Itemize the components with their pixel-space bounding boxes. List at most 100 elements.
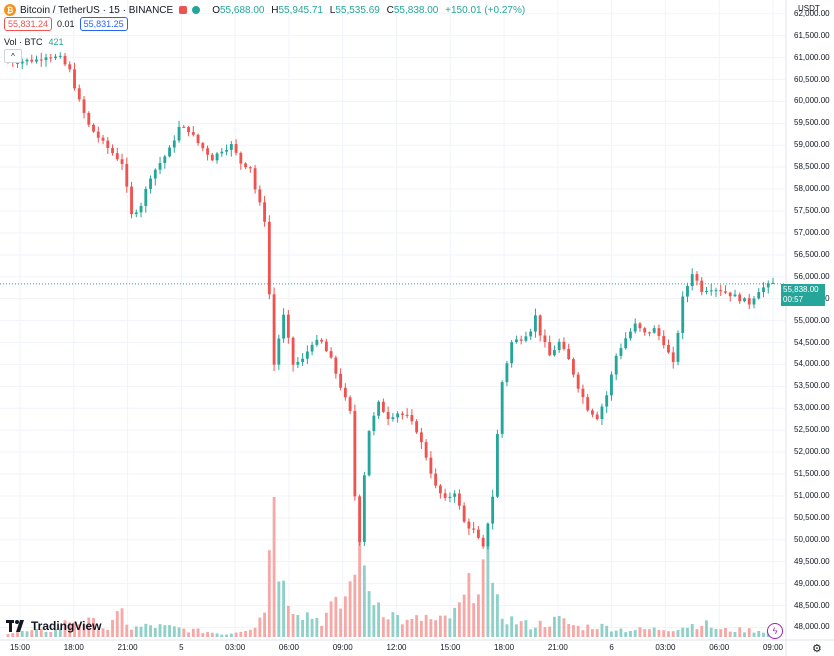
candle-body[interactable] xyxy=(49,57,53,59)
candle-body[interactable] xyxy=(272,294,276,365)
candle-body[interactable] xyxy=(101,137,105,141)
candle-body[interactable] xyxy=(481,537,485,547)
candle-body[interactable] xyxy=(282,314,286,339)
candle-body[interactable] xyxy=(106,140,110,149)
candle-body[interactable] xyxy=(581,388,585,398)
candle-body[interactable] xyxy=(548,342,552,356)
candle-body[interactable] xyxy=(87,112,91,125)
lightning-icon[interactable]: ϟ xyxy=(767,623,783,639)
candle-body[interactable] xyxy=(68,64,72,70)
sell-price-button[interactable]: 55,831.24 xyxy=(4,17,53,31)
candle-body[interactable] xyxy=(301,358,305,362)
candle-body[interactable] xyxy=(443,493,447,498)
candle-body[interactable] xyxy=(648,332,651,334)
candle-body[interactable] xyxy=(277,338,281,365)
candle-body[interactable] xyxy=(191,132,195,135)
candle-body[interactable] xyxy=(600,406,604,420)
candle-body[interactable] xyxy=(633,323,637,332)
candle-body[interactable] xyxy=(16,62,19,64)
candle-body[interactable] xyxy=(614,355,618,375)
candle-body[interactable] xyxy=(467,521,471,529)
buy-price-button[interactable]: 55,831.25 xyxy=(79,17,128,31)
candle-body[interactable] xyxy=(643,328,647,333)
candle-body[interactable] xyxy=(286,314,290,338)
candle-body[interactable] xyxy=(595,414,599,420)
candle-body[interactable] xyxy=(491,496,495,524)
candle-body[interactable] xyxy=(339,373,343,388)
candle-body[interactable] xyxy=(229,144,233,151)
candle-body[interactable] xyxy=(752,298,756,305)
candle-body[interactable] xyxy=(557,341,561,351)
candle-body[interactable] xyxy=(533,315,537,332)
candle-body[interactable] xyxy=(77,88,81,100)
candle-body[interactable] xyxy=(144,188,148,206)
candle-body[interactable] xyxy=(310,344,314,352)
candle-body[interactable] xyxy=(54,56,57,59)
candle-body[interactable] xyxy=(695,274,699,281)
candle-body[interactable] xyxy=(700,280,704,293)
candle-body[interactable] xyxy=(405,414,409,416)
collapse-legend-button[interactable]: ^ xyxy=(4,49,22,63)
candle-body[interactable] xyxy=(434,473,438,486)
candle-body[interactable] xyxy=(315,339,319,345)
candle-body[interactable] xyxy=(457,493,461,506)
candle-body[interactable] xyxy=(553,350,556,356)
candle-body[interactable] xyxy=(206,148,209,155)
candle-body[interactable] xyxy=(690,274,694,286)
candle-body[interactable] xyxy=(419,432,423,443)
candle-body[interactable] xyxy=(367,431,371,476)
candle-body[interactable] xyxy=(187,127,190,133)
candle-body[interactable] xyxy=(624,338,628,349)
candle-body[interactable] xyxy=(472,528,476,530)
candle-body[interactable] xyxy=(391,417,395,419)
candle-body[interactable] xyxy=(63,55,67,65)
candle-body[interactable] xyxy=(572,359,575,375)
candle-body[interactable] xyxy=(92,124,95,132)
candle-body[interactable] xyxy=(671,352,675,362)
candle-body[interactable] xyxy=(96,131,100,138)
candle-body[interactable] xyxy=(248,167,252,169)
candle-body[interactable] xyxy=(334,357,338,374)
candle-body[interactable] xyxy=(586,397,590,411)
candle-body[interactable] xyxy=(253,168,257,190)
candle-body[interactable] xyxy=(244,163,248,168)
candle-body[interactable] xyxy=(728,292,732,297)
candle-body[interactable] xyxy=(543,335,547,343)
candle-body[interactable] xyxy=(562,341,566,349)
candle-body[interactable] xyxy=(196,134,200,144)
candle-body[interactable] xyxy=(153,169,157,179)
candle-body[interactable] xyxy=(225,150,228,152)
candle-body[interactable] xyxy=(291,337,295,365)
candle-body[interactable] xyxy=(724,291,727,293)
candle-body[interactable] xyxy=(149,178,152,189)
candle-body[interactable] xyxy=(324,341,328,352)
candle-body[interactable] xyxy=(362,475,366,542)
candle-body[interactable] xyxy=(115,153,119,160)
candle-body[interactable] xyxy=(424,442,428,458)
candle-body[interactable] xyxy=(638,323,642,329)
candle-body[interactable] xyxy=(429,457,433,474)
candle-body[interactable] xyxy=(652,328,656,333)
candle-body[interactable] xyxy=(657,328,661,336)
tradingview-logo[interactable]: TradingView xyxy=(6,619,101,633)
candle-body[interactable] xyxy=(505,363,509,383)
candle-body[interactable] xyxy=(667,345,670,353)
candle-body[interactable] xyxy=(524,336,528,341)
candle-body[interactable] xyxy=(591,410,594,415)
candle-body[interactable] xyxy=(263,202,267,222)
candle-body[interactable] xyxy=(134,212,138,215)
candle-body[interactable] xyxy=(44,57,48,60)
candle-body[interactable] xyxy=(619,348,623,356)
candle-body[interactable] xyxy=(258,189,262,203)
candle-body[interactable] xyxy=(766,283,770,288)
candle-body[interactable] xyxy=(130,186,133,215)
candle-body[interactable] xyxy=(239,152,243,164)
candle-body[interactable] xyxy=(39,59,43,61)
candle-body[interactable] xyxy=(35,59,38,62)
candle-body[interactable] xyxy=(705,290,708,293)
candle-body[interactable] xyxy=(381,401,385,412)
volume-legend[interactable]: Vol · BTC 421 xyxy=(4,37,64,47)
candle-body[interactable] xyxy=(20,61,24,64)
candle-body[interactable] xyxy=(709,290,713,292)
candle-body[interactable] xyxy=(771,282,775,284)
